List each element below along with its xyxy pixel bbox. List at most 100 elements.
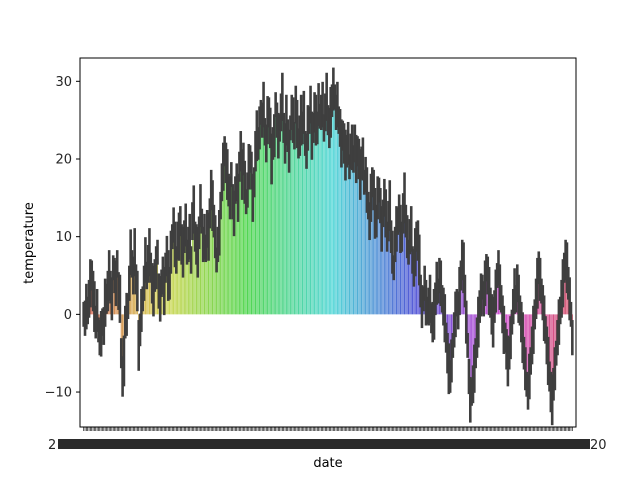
bar [496,275,498,315]
bar [328,127,330,315]
bar [314,112,316,315]
bar [185,225,187,315]
bar [292,120,294,315]
bar [165,267,167,315]
bar [528,314,530,377]
bar [206,228,208,315]
bar [319,116,321,315]
bar [162,275,164,315]
bar [363,182,365,315]
bar [416,236,418,315]
bar [155,267,157,315]
bar [563,267,565,315]
bar [229,197,231,315]
bar [194,236,196,315]
bar [375,221,377,315]
bar [352,158,355,315]
bar [276,120,278,315]
bar [383,197,385,315]
bar [414,252,416,315]
bar [554,314,556,369]
x-tick-labels-overlap [58,439,590,449]
bar [394,244,396,315]
bar [220,205,222,315]
bar [468,314,470,377]
bar [343,143,345,315]
bar [209,213,211,315]
bar [311,135,313,315]
bar [257,143,259,315]
bar [398,213,400,315]
bar [269,127,271,315]
bar [232,201,234,315]
bar [450,314,453,361]
bar [242,158,244,315]
bar [366,190,368,315]
bar [342,135,344,315]
bar [132,275,134,315]
bar [203,236,206,315]
error-bars-group [82,67,574,426]
bar [147,263,149,315]
bar [183,236,185,315]
bar [201,221,203,315]
bar [473,314,475,369]
bar [277,135,279,315]
bar [408,252,410,315]
bar [268,112,270,315]
bar [288,151,290,315]
bar [261,120,263,315]
bar [355,158,357,315]
bar [390,236,392,315]
y-tick-label: 30 [55,75,72,90]
bar [344,155,346,315]
bar [241,174,243,315]
bar [273,135,275,315]
bar [171,236,173,315]
bar [316,127,318,315]
bar [259,127,261,315]
bar [178,236,180,315]
bar [248,166,250,315]
bar [287,135,289,315]
bar [393,267,395,315]
bar [144,259,146,315]
bar [146,275,148,315]
bar [226,174,228,315]
bar [452,314,454,346]
bar [350,151,352,315]
bar [280,112,282,315]
bar [156,252,159,315]
bar [193,209,195,315]
bar [304,143,306,315]
bar [410,228,412,315]
bar [175,259,177,315]
bar [418,259,420,315]
bar [379,205,381,315]
bar [252,197,254,315]
bar [346,151,348,315]
bar [551,314,553,400]
bar [326,96,328,315]
bar [369,221,371,315]
y-axis-label: temperature [22,202,37,284]
bar [555,314,557,354]
bar [371,182,373,315]
bar [264,131,266,315]
bar [565,259,567,315]
bar [112,267,114,315]
bar [154,275,156,315]
bar [233,213,235,315]
bar [334,96,336,315]
bar [553,314,555,385]
bar [405,221,407,315]
bar [312,127,314,315]
bar [359,174,361,315]
bar [166,256,168,315]
bar [234,190,236,315]
bar [387,221,389,315]
bar [409,236,411,315]
bar [362,158,364,315]
bar [148,252,150,315]
bar [373,190,375,315]
